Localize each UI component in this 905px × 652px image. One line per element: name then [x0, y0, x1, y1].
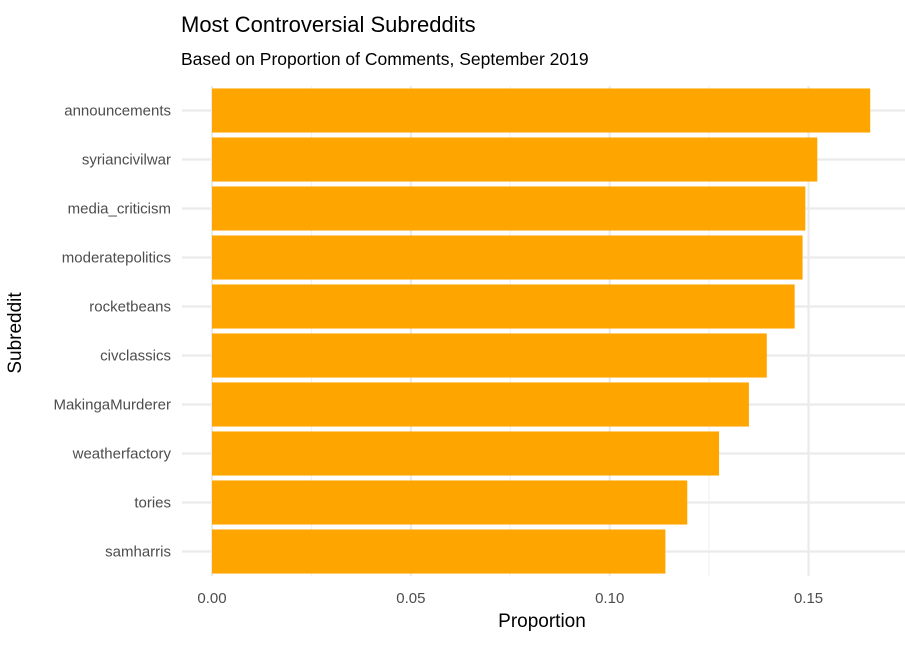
- bar: [212, 186, 806, 231]
- x-tick-label: 0.10: [595, 590, 624, 607]
- x-tick-label: 0.05: [396, 590, 425, 607]
- y-tick-label: weatherfactory: [72, 446, 172, 463]
- chart-title: Most Controversial Subreddits: [181, 12, 476, 37]
- x-tick-label: 0.15: [794, 590, 823, 607]
- y-tick-label: rocketbeans: [89, 299, 171, 316]
- bar: [212, 480, 688, 525]
- y-tick-label: announcements: [64, 103, 171, 120]
- y-tick-label: moderatepolitics: [62, 250, 171, 267]
- bar: [212, 88, 871, 133]
- bar: [212, 431, 720, 476]
- y-tick-labels: announcements syriancivilwar media_critici…: [53, 103, 171, 561]
- y-tick-label: media_criticism: [68, 201, 171, 218]
- bar: [212, 529, 666, 574]
- y-tick-label: samharris: [105, 544, 171, 561]
- bar: [212, 284, 795, 329]
- y-tick-label: syriancivilwar: [82, 152, 171, 169]
- bars: [212, 88, 871, 574]
- x-axis-title: Proportion: [498, 611, 586, 632]
- x-tick-labels: 0.00 0.05 0.10 0.15: [197, 590, 823, 607]
- chart-subtitle: Based on Proportion of Comments, Septemb…: [181, 49, 589, 69]
- bar: [212, 235, 803, 280]
- x-tick-label: 0.00: [197, 590, 226, 607]
- bar: [212, 382, 749, 427]
- y-axis-title: Subreddit: [5, 292, 26, 374]
- y-tick-label: MakingaMurderer: [53, 397, 171, 414]
- bar: [212, 333, 767, 378]
- bar: [212, 137, 818, 182]
- y-tick-label: tories: [134, 495, 171, 512]
- y-tick-label: civclassics: [100, 348, 171, 365]
